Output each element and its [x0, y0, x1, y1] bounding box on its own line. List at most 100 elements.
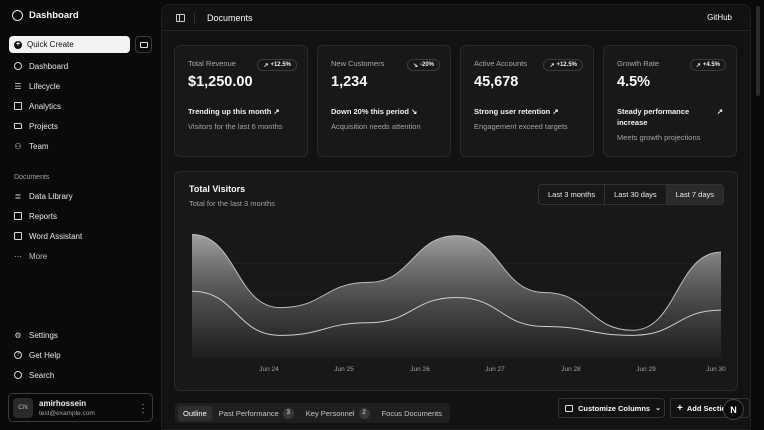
card-trend: Down 20% this period ↘ — [331, 106, 437, 117]
chart-subtitle: Total for the last 3 months — [189, 199, 275, 208]
chevron-down-icon: ⌄ — [655, 405, 661, 412]
users-icon: ⚇ — [14, 141, 22, 151]
x-tick-label: Jun 24 — [259, 366, 279, 373]
scrollbar[interactable] — [755, 4, 761, 424]
tab-label: Focus Documents — [381, 408, 443, 418]
sidebar-item-label: Team — [29, 141, 49, 151]
customize-columns-button[interactable]: Customize Columns ⌄ — [558, 398, 665, 418]
sidebar-item-settings[interactable]: ⚙ Settings — [0, 325, 160, 345]
sidebar-item-get-help[interactable]: ? Get Help — [0, 345, 160, 365]
quick-create-button[interactable]: + Quick Create — [9, 36, 130, 53]
x-tick-label: Jun 26 — [410, 366, 430, 373]
tab-label: Past Performance — [218, 408, 279, 418]
trend-badge: ↗ +12.5% — [257, 59, 297, 71]
sidebar-item-team[interactable]: ⚇ Team — [0, 136, 160, 156]
card-label: Growth Rate — [617, 59, 660, 68]
documents-section-label: Documents — [14, 174, 50, 181]
tab-key-personnel[interactable]: Key Personnel 2 — [301, 406, 375, 421]
area-chart: Jun 24 Jun 25 Jun 26 Jun 27 Jun 28 Jun 29 Jun … — [191, 231, 726, 373]
next-devtools-badge[interactable]: N — [723, 399, 744, 420]
card-label: New Customers — [331, 59, 385, 68]
divider — [194, 13, 195, 23]
sidebar-item-label: Projects — [29, 121, 58, 131]
card-value: 1,234 — [331, 74, 368, 90]
plus-circle-icon: + — [14, 40, 22, 49]
visitors-chart-card: Total Visitors Total for the last 3 mont… — [174, 171, 738, 391]
metric-card-total-revenue: Total Revenue ↗ +12.5% $1,250.00 Trending… — [174, 45, 308, 157]
sidebar-item-word-assistant[interactable]: Word Assistant — [0, 226, 160, 246]
trend-badge: ↗ +4.5% — [689, 59, 726, 71]
more-vertical-icon[interactable]: · · · — [141, 399, 145, 417]
list-icon: ☰ — [14, 81, 22, 91]
sidebar-item-label: Dashboard — [29, 61, 69, 71]
sidebar-item-dashboard[interactable]: Dashboard — [0, 56, 160, 76]
card-label: Total Revenue — [188, 59, 236, 68]
sidebar-toggle-icon[interactable] — [176, 14, 185, 22]
time-range-toggle: Last 3 months Last 30 days Last 7 days — [538, 184, 724, 205]
tab-count-badge: 2 — [358, 407, 370, 419]
range-7-days[interactable]: Last 7 days — [666, 185, 723, 204]
gauge-icon — [14, 62, 22, 70]
badge-value: +4.5% — [702, 62, 720, 68]
sidebar-item-label: More — [29, 251, 48, 261]
sidebar-item-label: Settings — [29, 330, 58, 340]
scrollbar-thumb[interactable] — [756, 6, 760, 96]
sidebar-item-more[interactable]: ··· More — [0, 246, 160, 266]
metric-card-new-customers: New Customers ↘ -20% 1,234 Down 20% this … — [317, 45, 451, 157]
trending-up-icon: ↗ — [695, 62, 701, 69]
tab-past-performance[interactable]: Past Performance 3 — [214, 406, 299, 421]
trend-badge: ↗ +12.5% — [543, 59, 583, 71]
card-sub: Visitors for the last 6 months — [188, 122, 283, 131]
secondary-nav: ⚙ Settings ? Get Help Search — [0, 325, 160, 385]
x-tick-label: Jun 30 — [706, 366, 726, 373]
help-icon: ? — [14, 351, 22, 359]
user-name: amirhossein — [39, 398, 87, 408]
card-sub: Acquisition needs attention — [331, 122, 421, 131]
card-value: 45,678 — [474, 74, 519, 90]
add-section-label: Add Section — [686, 403, 731, 413]
range-3-months[interactable]: Last 3 months — [539, 185, 606, 204]
sidebar-item-lifecycle[interactable]: ☰ Lifecycle — [0, 76, 160, 96]
tab-label: Outline — [183, 408, 207, 418]
trending-up-icon: ↗ — [549, 62, 555, 69]
main-panel: Documents GitHub Total Revenue ↗ +12.5% $… — [161, 4, 751, 430]
avatar: CN — [13, 397, 33, 418]
app-title: Dashboard — [29, 10, 79, 21]
range-30-days[interactable]: Last 30 days — [605, 185, 667, 204]
x-tick-label: Jun 25 — [334, 366, 354, 373]
sidebar-item-search[interactable]: Search — [0, 365, 160, 385]
quick-create-label: Quick Create — [27, 40, 74, 49]
trending-up-icon: ↗ — [263, 62, 269, 69]
sidebar-item-data-library[interactable]: ≣ Data Library — [0, 186, 160, 206]
sidebar-item-label: Reports — [29, 211, 58, 221]
trending-down-icon: ↘ — [412, 62, 418, 69]
card-label: Active Accounts — [474, 59, 527, 68]
card-value: $1,250.00 — [188, 74, 253, 90]
add-section-button[interactable]: + Add Section — [670, 398, 750, 418]
trending-down-icon: ↘ — [411, 107, 418, 116]
metric-card-growth-rate: Growth Rate ↗ +4.5% 4.5% Steady performan… — [603, 45, 737, 157]
user-menu[interactable]: CN amirhossein test@example.com · · · — [8, 393, 153, 422]
tab-outline[interactable]: Outline — [178, 405, 212, 421]
card-value: 4.5% — [617, 74, 651, 90]
badge-value: +12.5% — [270, 62, 291, 68]
tab-label: Key Personnel — [305, 408, 355, 418]
database-icon: ≣ — [14, 191, 22, 201]
brand[interactable]: Dashboard — [12, 10, 79, 21]
sidebar-item-label: Search — [29, 370, 55, 380]
trending-up-icon: ↗ — [552, 107, 559, 116]
sidebar-item-analytics[interactable]: Analytics — [0, 96, 160, 116]
customize-label: Customize Columns — [578, 403, 651, 413]
tab-focus-documents[interactable]: Focus Documents — [377, 406, 447, 421]
github-link[interactable]: GitHub — [707, 13, 732, 22]
columns-icon — [565, 404, 573, 412]
trend-text: Down 20% this period — [331, 107, 409, 116]
badge-value: -20% — [419, 62, 434, 68]
dots-icon: ··· — [14, 251, 22, 261]
inbox-button[interactable] — [135, 36, 152, 53]
chart-bar-icon — [14, 102, 22, 110]
x-tick-label: Jun 27 — [485, 366, 505, 373]
sidebar-item-reports[interactable]: Reports — [0, 206, 160, 226]
sidebar: Dashboard + Quick Create Dashboard ☰ Lif… — [0, 0, 160, 430]
sidebar-item-projects[interactable]: Projects — [0, 116, 160, 136]
